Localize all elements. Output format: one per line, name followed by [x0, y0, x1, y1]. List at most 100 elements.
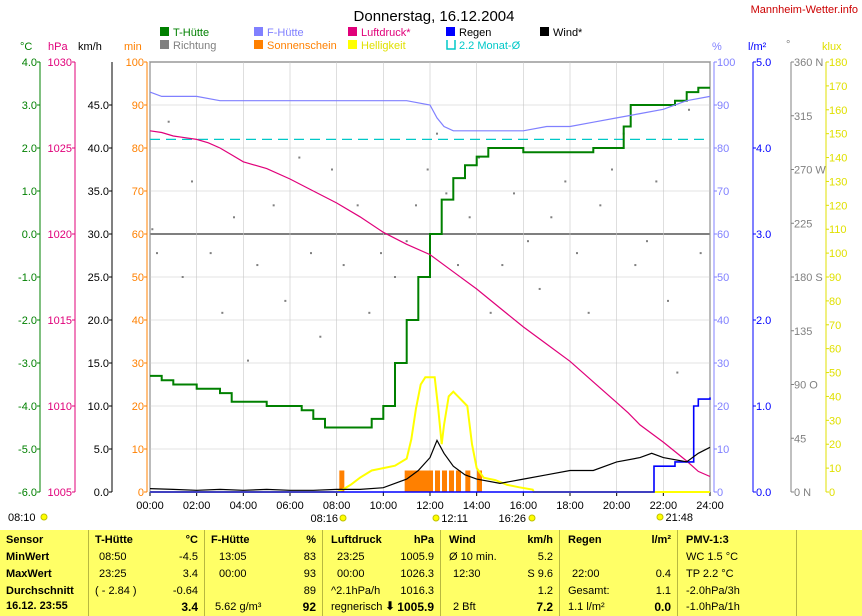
axis-title-klux: klux	[822, 41, 842, 53]
direction-dot	[357, 204, 359, 206]
sunshine-bar	[465, 471, 470, 493]
direction-dot	[527, 240, 529, 242]
r-max-time: 22:00	[572, 568, 600, 580]
stats-table: Sensor MinWert MaxWert Durchschnitt 16.1…	[0, 530, 862, 616]
w-max-val: S 9.6	[527, 568, 553, 580]
direction-dot	[667, 300, 669, 302]
row-now-label: 16.12. 23:55	[6, 600, 68, 612]
axis-label-deg: 180 S	[794, 272, 823, 284]
axis-label-kmh: 0.0	[94, 487, 109, 499]
axis-label-temp: -3.0	[18, 358, 37, 370]
sunshine-bar	[442, 471, 447, 493]
direction-dot	[490, 312, 492, 314]
f-max-val: 93	[304, 568, 316, 580]
hdr-f-unit: %	[306, 534, 316, 546]
x-tick-label: 16:00	[510, 500, 538, 512]
x-tick-label: 24:00	[696, 500, 724, 512]
axis-title-kmh: km/h	[78, 41, 102, 53]
row-max-label: MaxWert	[6, 568, 52, 580]
direction-dot	[634, 264, 636, 266]
p-min-time: 23:25	[337, 551, 365, 563]
t-max-val: 3.4	[183, 568, 198, 580]
p-trend-arrow: ⬇	[385, 599, 395, 613]
sunshine-bar	[435, 471, 440, 493]
axis-label-pct: 10	[717, 444, 729, 456]
axis-label-min: 100	[126, 57, 144, 69]
hdr-f: F-Hütte	[211, 534, 250, 546]
p-now-extra: regnerisch	[331, 601, 382, 613]
hdr-r-unit: l/m²	[651, 534, 671, 546]
p-min-val: 1005.9	[400, 551, 434, 563]
axis-label-deg: 315	[794, 111, 812, 123]
axis-label-kmh: 15.0	[88, 358, 109, 370]
w-avg-val: 1.2	[538, 585, 553, 597]
axis-label-pct: 100	[717, 57, 735, 69]
direction-dot	[576, 252, 578, 254]
col-regen: Regen l/m² 22:00 0.4 Gesamt: 1.1 1.1 l/m…	[560, 530, 678, 616]
axis-label-temp: 1.0	[22, 186, 37, 198]
axis-label-pct: 70	[717, 186, 729, 198]
axis-label-hpa: 1015	[48, 315, 72, 327]
axis-label-hpa: 1030	[48, 57, 72, 69]
hdr-p-unit: hPa	[414, 534, 434, 546]
t-avg-val: -0.64	[173, 585, 198, 597]
legend-label-f_huette: F-Hütte	[267, 27, 304, 39]
direction-dot	[284, 300, 286, 302]
legend: T-Hütte F-Hütte Luftdruck* Regen Wind* Richtu…	[160, 27, 583, 52]
direction-dot	[415, 204, 417, 206]
direction-dot	[368, 312, 370, 314]
legend-swatch-monat	[447, 40, 455, 49]
axis-label-klux: 80	[829, 296, 841, 308]
x-tick-label: 04:00	[230, 500, 258, 512]
col-wind: Wind km/h Ø 10 min. 5.2 12:30 S 9.6 1.2 …	[441, 530, 560, 616]
x-tick-label: 08:00	[323, 500, 351, 512]
hdr-r: Regen	[568, 534, 602, 546]
mark-night: 21:48	[665, 512, 693, 524]
axis-label-temp: -6.0	[18, 487, 37, 499]
axis-label-klux: 50	[829, 368, 841, 380]
time-footer: 08:10 08:16 12:11 16:26 21:48	[8, 512, 693, 525]
axis-label-temp: -1.0	[18, 272, 37, 284]
axis-label-klux: 130	[829, 176, 847, 188]
axis-title-hpa: hPa	[48, 41, 68, 53]
legend-swatch-t_huette	[160, 27, 169, 36]
direction-dot	[501, 264, 503, 266]
weather-chart: Donnerstag, 16.12.2004 Mannheim-Wetter.i…	[0, 0, 862, 530]
legend-label-regen: Regen	[459, 27, 491, 39]
x-tick-label: 14:00	[463, 500, 491, 512]
axis-label-pct: 40	[717, 315, 729, 327]
col-f-huette: F-Hütte % 13:05 83 00:00 93 89 5.62 g/m³…	[205, 530, 323, 616]
axis-label-rain: 5.0	[756, 57, 771, 69]
direction-dot	[319, 336, 321, 338]
direction-dot	[427, 169, 429, 171]
site-label[interactable]: Mannheim-Wetter.info	[751, 4, 858, 16]
axis-label-kmh: 20.0	[88, 315, 109, 327]
col-luftdruck: Luftdruck hPa 23:25 1005.9 00:00 1026.3 …	[323, 530, 441, 616]
mark-night-sun-icon	[657, 514, 663, 520]
legend-swatch-luftdruck	[348, 27, 357, 36]
sunshine-bar	[456, 471, 461, 493]
legend-swatch-helligkeit	[348, 40, 357, 49]
col-t-huette: T-Hütte °C 08:50 -4.5 23:25 3.4 ( - 2.84…	[89, 530, 205, 616]
axis-label-klux: 160	[829, 105, 847, 117]
axis-label-kmh: 30.0	[88, 229, 109, 241]
axis-label-kmh: 40.0	[88, 143, 109, 155]
axis-label-hpa: 1010	[48, 401, 72, 413]
axis-label-deg: 270 W	[794, 165, 826, 177]
axis-label-pct: 50	[717, 272, 729, 284]
axis-label-pct: 80	[717, 143, 729, 155]
w-now-extra: 2 Bft	[453, 601, 476, 613]
direction-dot	[550, 216, 552, 218]
axis-label-hpa: 1020	[48, 229, 72, 241]
mark-peak: 12:11	[441, 513, 468, 525]
f-now-extra: 5.62 g/m³	[215, 601, 261, 613]
w-max-time: 12:30	[453, 568, 481, 580]
x-tick-label: 12:00	[416, 500, 444, 512]
legend-label-wind: Wind*	[553, 27, 583, 39]
row-avg-label: Durchschnitt	[6, 585, 74, 597]
direction-dot	[469, 216, 471, 218]
direction-dot	[247, 360, 249, 362]
chart-title: Donnerstag, 16.12.2004	[354, 8, 515, 25]
axis-label-min: 0	[138, 487, 144, 499]
axis-label-pct: 0	[717, 487, 723, 499]
